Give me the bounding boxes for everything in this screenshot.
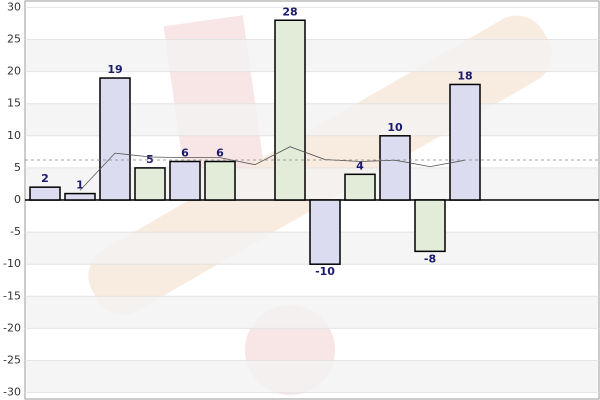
bar xyxy=(134,167,166,201)
value-label: 19 xyxy=(107,63,122,76)
bar xyxy=(344,173,376,201)
value-label: 28 xyxy=(282,5,297,18)
y-tick-label: -15 xyxy=(3,289,21,302)
y-tick-label: -5 xyxy=(10,225,21,238)
bar xyxy=(99,77,131,201)
y-tick-label: 15 xyxy=(7,97,21,110)
bar xyxy=(29,186,61,201)
y-tick-label: -10 xyxy=(3,257,21,270)
y-tick-label: 5 xyxy=(14,161,21,174)
y-tick-label: 20 xyxy=(7,65,21,78)
value-label: 6 xyxy=(216,146,224,159)
value-label: 5 xyxy=(146,153,154,166)
value-label: 4 xyxy=(356,159,364,172)
y-tick-label: -20 xyxy=(3,321,21,334)
bar xyxy=(204,160,236,201)
value-label: 2 xyxy=(41,172,49,185)
y-tick-label: 30 xyxy=(7,0,21,13)
value-label: -8 xyxy=(424,252,436,265)
bar xyxy=(64,192,96,201)
bar xyxy=(274,19,306,201)
grid-band xyxy=(26,296,598,329)
value-label: 18 xyxy=(457,69,472,82)
y-tick-label: -25 xyxy=(3,353,21,366)
bar xyxy=(414,199,446,253)
value-label: -10 xyxy=(315,265,335,278)
value-label: 1 xyxy=(76,179,84,192)
bar xyxy=(169,160,201,201)
value-label: 10 xyxy=(387,121,403,134)
bar xyxy=(309,199,341,265)
grid-band xyxy=(26,39,598,72)
grid-band xyxy=(26,360,598,393)
y-tick-label: 10 xyxy=(7,129,21,142)
trend-line xyxy=(79,146,466,191)
y-tick-label: 0 xyxy=(14,193,21,206)
bar xyxy=(449,83,481,201)
value-label: 6 xyxy=(181,146,189,159)
y-tick-label: 25 xyxy=(7,33,21,46)
y-tick-label: -30 xyxy=(3,386,21,399)
bar xyxy=(379,135,411,201)
